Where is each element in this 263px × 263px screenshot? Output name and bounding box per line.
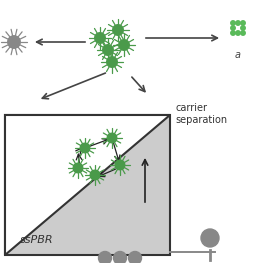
Circle shape [231,26,235,30]
Circle shape [114,251,127,263]
Circle shape [236,21,240,25]
Bar [5,115,170,255]
Circle shape [236,31,240,35]
Circle shape [241,26,245,30]
Circle shape [113,25,123,35]
Circle shape [107,57,117,67]
Circle shape [115,160,125,170]
Circle shape [80,143,90,153]
Text: a: a [235,50,241,60]
Text: ssPBR: ssPBR [20,235,54,245]
Circle shape [201,229,219,247]
Circle shape [231,31,235,35]
Circle shape [73,163,83,173]
Circle shape [99,251,112,263]
Circle shape [95,33,105,43]
Circle shape [119,40,129,50]
Circle shape [129,251,141,263]
Circle shape [231,21,235,25]
Circle shape [107,133,117,143]
Circle shape [241,31,245,35]
Circle shape [90,170,100,180]
Circle shape [8,36,20,48]
Text: carrier
separation: carrier separation [175,103,227,125]
Circle shape [241,21,245,25]
Polygon shape [5,115,170,255]
Circle shape [103,45,113,55]
